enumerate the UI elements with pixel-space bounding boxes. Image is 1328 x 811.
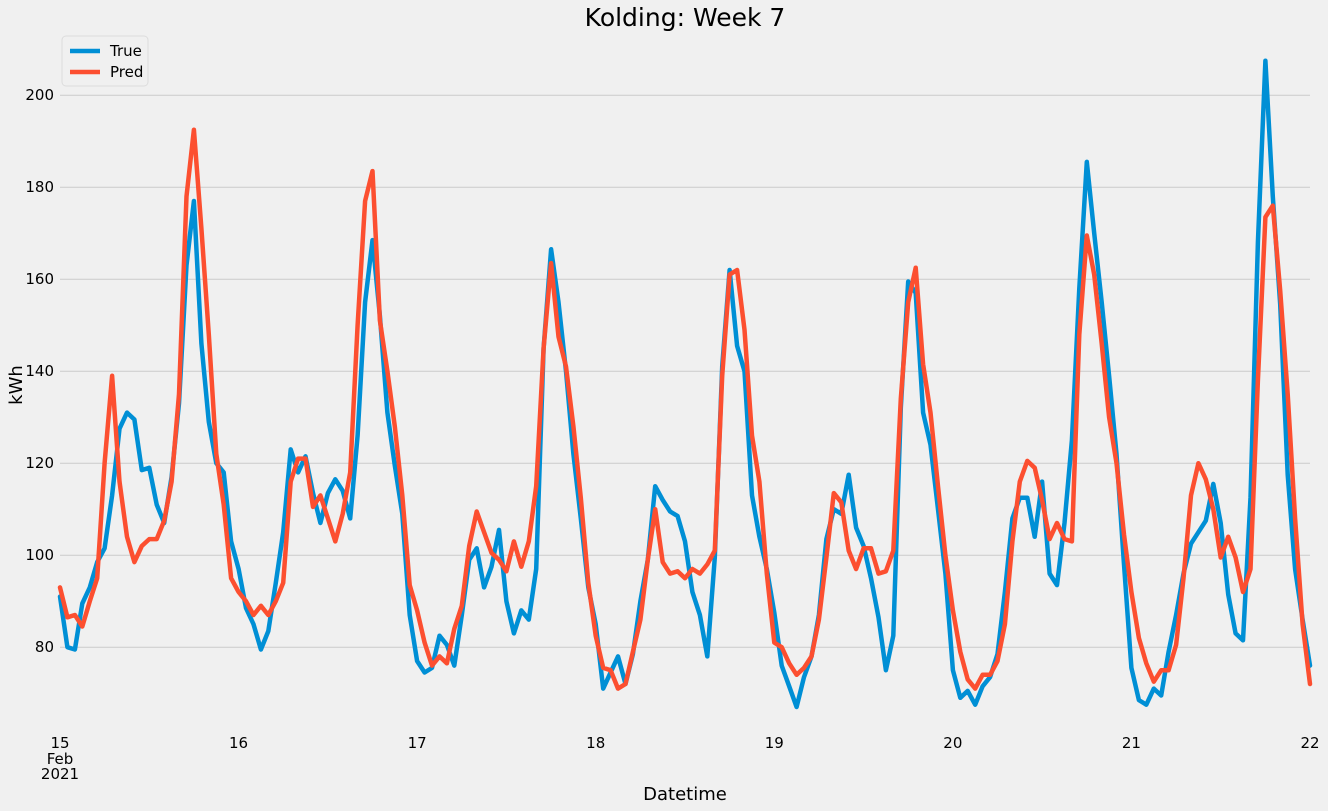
x-tick-18: 18 — [586, 734, 605, 752]
x-tick-19: 19 — [765, 734, 784, 752]
x-tick-21: 21 — [1122, 734, 1141, 752]
series-line-true — [57, 58, 1313, 710]
series-line-pred — [57, 127, 1313, 691]
legend-label-pred: Pred — [110, 63, 143, 81]
y-tick-labels: 80 100 120 140 160 180 200 — [25, 86, 54, 656]
chart-title: Kolding: Week 7 — [585, 3, 786, 32]
y-gridlines — [60, 94, 1310, 648]
y-tick-120: 120 — [25, 454, 54, 472]
x-tick-22: 22 — [1300, 734, 1319, 752]
legend: True Pred — [61, 35, 149, 87]
x-tick-month: Feb — [47, 750, 74, 768]
y-tick-80: 80 — [35, 638, 54, 656]
y-tick-180: 180 — [25, 178, 54, 196]
y-tick-200: 200 — [25, 86, 54, 104]
x-tick-20: 20 — [943, 734, 962, 752]
y-tick-160: 160 — [25, 270, 54, 288]
legend-label-true: True — [109, 42, 142, 60]
y-tick-140: 140 — [25, 362, 54, 380]
x-tick-15: 15 — [50, 734, 69, 752]
x-tick-year: 2021 — [41, 765, 79, 783]
series-lines — [57, 58, 1313, 710]
x-tick-16: 16 — [229, 734, 248, 752]
y-tick-100: 100 — [25, 546, 54, 564]
x-axis-label: Datetime — [643, 784, 727, 805]
x-tick-17: 17 — [408, 734, 427, 752]
y-axis-label: kWh — [6, 365, 27, 405]
